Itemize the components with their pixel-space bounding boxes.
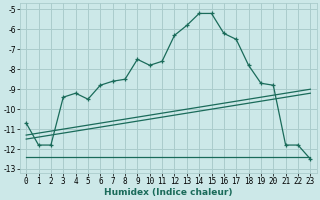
X-axis label: Humidex (Indice chaleur): Humidex (Indice chaleur) — [104, 188, 233, 197]
